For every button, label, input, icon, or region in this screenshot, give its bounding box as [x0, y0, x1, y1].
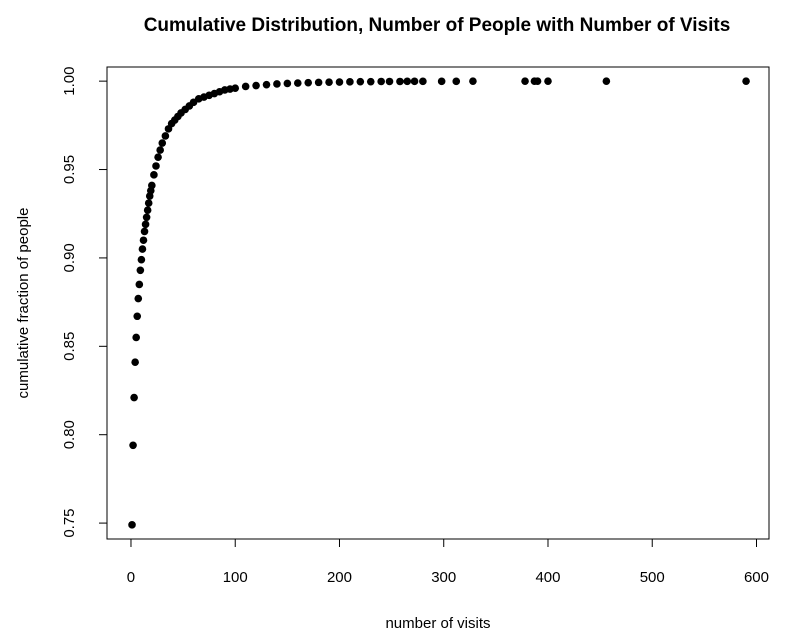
data-point — [521, 77, 529, 85]
data-point — [410, 77, 419, 86]
y-tick-label: 0.80 — [61, 420, 78, 449]
data-point — [143, 206, 152, 214]
data-point — [469, 77, 477, 85]
y-tick-label: 1.00 — [61, 67, 78, 96]
x-tick-label: 300 — [431, 569, 456, 586]
data-point — [283, 79, 292, 88]
data-point — [130, 393, 138, 402]
data-point — [252, 81, 260, 90]
y-tick-label: 0.90 — [61, 243, 78, 272]
y-tick-label: 0.75 — [61, 508, 78, 537]
x-tick-label: 400 — [535, 569, 560, 586]
y-tick-label: 0.95 — [61, 155, 78, 184]
data-point — [128, 521, 136, 529]
data-point — [134, 294, 143, 303]
data-point — [139, 236, 148, 245]
y-axis-label: cumulative fraction of people — [15, 208, 32, 399]
y-axis: 0.75 0.80 0.85 0.90 0.95 1.00 — [61, 67, 108, 538]
data-point — [129, 441, 137, 450]
data-point — [231, 84, 240, 93]
x-tick-label: 0 — [127, 569, 135, 586]
data-point — [366, 77, 375, 86]
data-point — [156, 146, 164, 154]
x-axis: 0 100 200 300 400 500 600 — [127, 538, 769, 586]
data-point — [136, 266, 145, 275]
data-point — [533, 77, 542, 85]
data-point — [140, 227, 149, 236]
data-point — [419, 77, 427, 86]
data-point — [304, 78, 313, 87]
data-point — [142, 213, 151, 222]
data-point — [148, 181, 156, 190]
data-point — [314, 78, 323, 87]
data-point — [141, 220, 150, 229]
data-point — [437, 77, 446, 86]
data-point — [241, 82, 250, 91]
x-tick-label: 500 — [640, 569, 665, 586]
data-point — [158, 139, 167, 147]
data-point — [161, 132, 170, 140]
data-point — [138, 245, 147, 253]
data-point — [273, 80, 281, 88]
data-point — [452, 77, 461, 86]
data-point — [131, 358, 139, 367]
data-point — [742, 77, 750, 85]
data-point — [325, 78, 333, 87]
data-point — [346, 78, 354, 86]
data-point — [132, 333, 140, 342]
data-point — [144, 199, 153, 207]
data-point — [293, 79, 302, 87]
data-point — [137, 255, 146, 264]
data-point — [262, 80, 271, 89]
data-point — [335, 78, 344, 86]
x-axis-label: number of visits — [385, 615, 490, 632]
chart-title: Cumulative Distribution, Number of Peopl… — [144, 15, 731, 36]
x-tick-label: 200 — [327, 569, 352, 586]
data-point — [396, 77, 404, 86]
x-tick-label: 600 — [744, 569, 769, 586]
data-point — [377, 77, 385, 86]
data-point — [403, 77, 412, 86]
plot-frame — [106, 66, 770, 540]
data-point — [150, 171, 158, 179]
data-point — [152, 162, 160, 170]
data-point — [154, 153, 162, 161]
x-tick-label: 100 — [223, 569, 248, 586]
data-point — [356, 77, 365, 86]
data-point — [133, 312, 142, 321]
data-points — [128, 77, 750, 529]
data-point — [544, 77, 552, 85]
y-tick-label: 0.85 — [61, 332, 78, 361]
data-point — [135, 280, 144, 289]
data-point — [602, 77, 611, 85]
data-point — [385, 77, 394, 86]
